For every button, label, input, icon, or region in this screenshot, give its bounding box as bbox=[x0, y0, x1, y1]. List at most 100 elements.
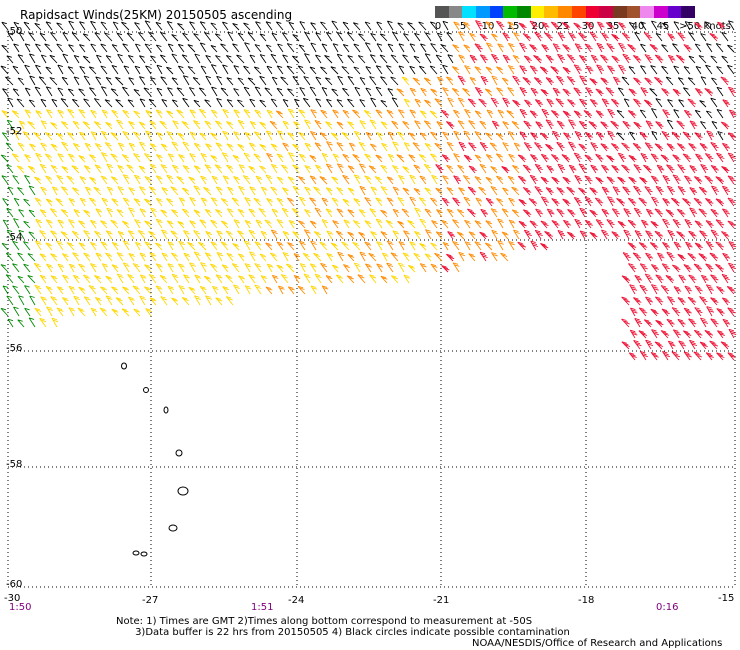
wind-barb bbox=[556, 187, 565, 196]
wind-barb bbox=[557, 229, 566, 240]
wind-barb bbox=[45, 175, 53, 185]
wind-barb bbox=[508, 153, 515, 163]
wind-barb bbox=[414, 120, 421, 130]
wind-barb bbox=[369, 208, 377, 218]
wind-barb bbox=[330, 66, 339, 75]
wind-barb bbox=[699, 341, 708, 350]
lat-label-52: -52 bbox=[6, 126, 23, 137]
wind-barb bbox=[247, 32, 256, 42]
wind-barb bbox=[403, 33, 410, 42]
wind-barb bbox=[430, 88, 438, 97]
wind-barb bbox=[309, 66, 317, 75]
wind-barb bbox=[310, 22, 317, 31]
wind-barb bbox=[600, 143, 609, 152]
lat-label-60: -60 bbox=[6, 579, 23, 590]
wind-barb bbox=[314, 207, 322, 218]
wind-barb bbox=[104, 99, 113, 108]
wind-barb bbox=[551, 176, 560, 185]
wind-barb bbox=[95, 208, 103, 218]
wind-barb bbox=[398, 174, 405, 185]
wind-barb bbox=[302, 252, 311, 262]
colorbar-swatch bbox=[462, 6, 477, 18]
wind-barb bbox=[501, 77, 509, 86]
wind-barb bbox=[621, 164, 630, 174]
wind-barb bbox=[282, 187, 289, 196]
wind-barb bbox=[105, 76, 113, 86]
wind-barb bbox=[369, 119, 377, 130]
wind-barb bbox=[655, 319, 664, 328]
wind-barb bbox=[633, 164, 642, 174]
wind-barb bbox=[55, 198, 64, 207]
wind-barb bbox=[167, 153, 175, 163]
wind-barb bbox=[171, 141, 179, 152]
wind-barb bbox=[370, 97, 377, 108]
wind-barb bbox=[331, 20, 339, 31]
wind-barb bbox=[298, 220, 306, 229]
wind-barb bbox=[6, 295, 14, 306]
wind-barb bbox=[541, 44, 550, 53]
wind-barb bbox=[258, 208, 267, 218]
lon-label-21: -21 bbox=[433, 595, 450, 606]
wind-barb bbox=[111, 308, 119, 317]
wind-barb bbox=[282, 120, 290, 130]
colorbar-swatch bbox=[503, 6, 518, 18]
wind-barb bbox=[50, 253, 58, 262]
wind-barb bbox=[203, 275, 212, 284]
wind-barb bbox=[441, 265, 450, 273]
wind-barb bbox=[197, 241, 207, 251]
wind-barb bbox=[654, 296, 664, 306]
wind-barb bbox=[332, 220, 339, 229]
wind-barb bbox=[145, 308, 152, 317]
wind-barb bbox=[303, 76, 311, 86]
wind-barb bbox=[711, 120, 718, 130]
wind-barb bbox=[442, 64, 449, 75]
wind-barb bbox=[434, 252, 443, 262]
wind-barb bbox=[654, 341, 664, 350]
wind-barb bbox=[82, 121, 91, 130]
wind-barb bbox=[660, 330, 670, 339]
wind-barb bbox=[390, 275, 399, 284]
wind-barb bbox=[640, 65, 647, 75]
wind-barb bbox=[710, 274, 719, 284]
wind-barb bbox=[27, 274, 36, 284]
wind-barb bbox=[489, 142, 498, 152]
wind-barb bbox=[28, 185, 36, 196]
wind-barb bbox=[84, 142, 92, 152]
wind-barb bbox=[315, 32, 322, 42]
wind-barb bbox=[612, 186, 621, 196]
wind-barb bbox=[678, 99, 685, 108]
wind-barb bbox=[237, 77, 245, 86]
wind-barb bbox=[226, 77, 234, 86]
wind-barb bbox=[611, 208, 620, 218]
wind-barb bbox=[634, 274, 643, 284]
wind-barb bbox=[265, 21, 273, 31]
wind-barb bbox=[171, 77, 179, 86]
wind-barb bbox=[522, 33, 532, 42]
wind-barb bbox=[237, 32, 245, 42]
wind-barb bbox=[409, 174, 417, 185]
wind-barb bbox=[727, 197, 736, 207]
wind-barb bbox=[661, 88, 670, 97]
wind-barb bbox=[699, 100, 707, 108]
wind-barb bbox=[386, 240, 394, 251]
wind-barb bbox=[721, 231, 730, 240]
wind-barb bbox=[353, 262, 361, 273]
wind-barb bbox=[100, 130, 108, 141]
wind-barb bbox=[684, 21, 691, 31]
wind-barb bbox=[244, 263, 252, 273]
wind-barb bbox=[676, 120, 686, 130]
wind-barb bbox=[255, 21, 262, 31]
wind-barb bbox=[720, 121, 730, 130]
wind-barb bbox=[199, 219, 207, 229]
wind-barb bbox=[85, 186, 92, 196]
wind-barb bbox=[689, 187, 698, 196]
wind-barb bbox=[265, 130, 273, 141]
wind-barb bbox=[678, 340, 687, 350]
wind-barb bbox=[319, 132, 328, 141]
wind-barb bbox=[390, 54, 399, 64]
wind-barb bbox=[567, 99, 576, 108]
wind-barb bbox=[320, 21, 328, 31]
island-outline bbox=[140, 551, 148, 557]
wind-barb bbox=[579, 207, 588, 218]
wind-barb bbox=[458, 54, 466, 64]
